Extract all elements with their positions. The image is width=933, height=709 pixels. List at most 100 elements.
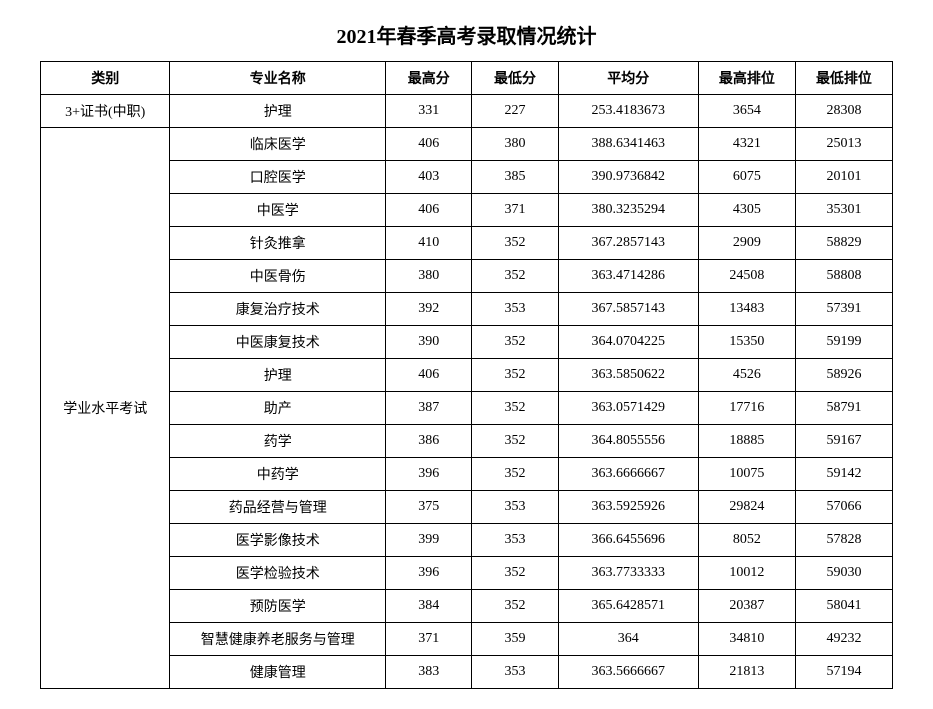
high-score-cell: 406 (386, 194, 472, 227)
low-rank-cell: 20101 (795, 161, 892, 194)
header-category: 类别 (41, 62, 170, 95)
high-rank-cell: 24508 (698, 260, 795, 293)
low-rank-cell: 57391 (795, 293, 892, 326)
header-low-rank: 最低排位 (795, 62, 892, 95)
high-score-cell: 387 (386, 392, 472, 425)
low-rank-cell: 57828 (795, 524, 892, 557)
header-high-rank: 最高排位 (698, 62, 795, 95)
page-title: 2021年春季高考录取情况统计 (40, 20, 893, 49)
low-score-cell: 352 (472, 392, 558, 425)
avg-score-cell: 367.5857143 (558, 293, 698, 326)
high-rank-cell: 17716 (698, 392, 795, 425)
high-rank-cell: 8052 (698, 524, 795, 557)
high-score-cell: 375 (386, 491, 472, 524)
category-cell: 3+证书(中职) (41, 95, 170, 128)
low-rank-cell: 57066 (795, 491, 892, 524)
high-rank-cell: 29824 (698, 491, 795, 524)
low-rank-cell: 58808 (795, 260, 892, 293)
major-cell: 医学检验技术 (170, 557, 386, 590)
high-rank-cell: 4526 (698, 359, 795, 392)
high-score-cell: 371 (386, 623, 472, 656)
low-rank-cell: 57194 (795, 656, 892, 689)
major-cell: 康复治疗技术 (170, 293, 386, 326)
high-score-cell: 392 (386, 293, 472, 326)
high-rank-cell: 2909 (698, 227, 795, 260)
low-score-cell: 380 (472, 128, 558, 161)
low-rank-cell: 28308 (795, 95, 892, 128)
high-rank-cell: 6075 (698, 161, 795, 194)
avg-score-cell: 363.7733333 (558, 557, 698, 590)
high-score-cell: 403 (386, 161, 472, 194)
avg-score-cell: 253.4183673 (558, 95, 698, 128)
high-score-cell: 396 (386, 557, 472, 590)
avg-score-cell: 364.8055556 (558, 425, 698, 458)
table-body: 3+证书(中职)护理331227253.4183673365428308学业水平… (41, 95, 893, 689)
high-score-cell: 383 (386, 656, 472, 689)
header-avg-score: 平均分 (558, 62, 698, 95)
low-rank-cell: 58926 (795, 359, 892, 392)
avg-score-cell: 364.0704225 (558, 326, 698, 359)
major-cell: 针灸推拿 (170, 227, 386, 260)
admission-table: 类别 专业名称 最高分 最低分 平均分 最高排位 最低排位 3+证书(中职)护理… (40, 61, 893, 689)
low-score-cell: 352 (472, 557, 558, 590)
avg-score-cell: 363.6666667 (558, 458, 698, 491)
low-score-cell: 371 (472, 194, 558, 227)
high-score-cell: 410 (386, 227, 472, 260)
major-cell: 临床医学 (170, 128, 386, 161)
header-major: 专业名称 (170, 62, 386, 95)
high-rank-cell: 20387 (698, 590, 795, 623)
high-score-cell: 386 (386, 425, 472, 458)
high-rank-cell: 10012 (698, 557, 795, 590)
high-rank-cell: 4305 (698, 194, 795, 227)
low-score-cell: 359 (472, 623, 558, 656)
header-low-score: 最低分 (472, 62, 558, 95)
low-score-cell: 353 (472, 293, 558, 326)
low-rank-cell: 58829 (795, 227, 892, 260)
major-cell: 医学影像技术 (170, 524, 386, 557)
low-score-cell: 352 (472, 359, 558, 392)
avg-score-cell: 363.5666667 (558, 656, 698, 689)
avg-score-cell: 365.6428571 (558, 590, 698, 623)
high-score-cell: 384 (386, 590, 472, 623)
high-score-cell: 380 (386, 260, 472, 293)
low-rank-cell: 59142 (795, 458, 892, 491)
high-rank-cell: 15350 (698, 326, 795, 359)
low-score-cell: 352 (472, 227, 558, 260)
high-rank-cell: 21813 (698, 656, 795, 689)
low-score-cell: 353 (472, 491, 558, 524)
major-cell: 中医学 (170, 194, 386, 227)
major-cell: 中医骨伤 (170, 260, 386, 293)
high-rank-cell: 4321 (698, 128, 795, 161)
low-rank-cell: 58041 (795, 590, 892, 623)
major-cell: 药学 (170, 425, 386, 458)
major-cell: 健康管理 (170, 656, 386, 689)
major-cell: 助产 (170, 392, 386, 425)
avg-score-cell: 363.5850622 (558, 359, 698, 392)
high-score-cell: 406 (386, 128, 472, 161)
avg-score-cell: 363.4714286 (558, 260, 698, 293)
high-score-cell: 331 (386, 95, 472, 128)
high-rank-cell: 3654 (698, 95, 795, 128)
high-rank-cell: 34810 (698, 623, 795, 656)
high-score-cell: 406 (386, 359, 472, 392)
low-score-cell: 385 (472, 161, 558, 194)
major-cell: 预防医学 (170, 590, 386, 623)
low-rank-cell: 35301 (795, 194, 892, 227)
major-cell: 口腔医学 (170, 161, 386, 194)
low-score-cell: 353 (472, 524, 558, 557)
low-rank-cell: 59167 (795, 425, 892, 458)
table-row: 3+证书(中职)护理331227253.4183673365428308 (41, 95, 893, 128)
avg-score-cell: 367.2857143 (558, 227, 698, 260)
high-rank-cell: 10075 (698, 458, 795, 491)
high-score-cell: 396 (386, 458, 472, 491)
low-score-cell: 353 (472, 656, 558, 689)
category-cell: 学业水平考试 (41, 128, 170, 689)
avg-score-cell: 364 (558, 623, 698, 656)
high-score-cell: 399 (386, 524, 472, 557)
high-rank-cell: 18885 (698, 425, 795, 458)
major-cell: 中医康复技术 (170, 326, 386, 359)
major-cell: 中药学 (170, 458, 386, 491)
major-cell: 智慧健康养老服务与管理 (170, 623, 386, 656)
table-row: 学业水平考试临床医学406380388.6341463432125013 (41, 128, 893, 161)
low-rank-cell: 25013 (795, 128, 892, 161)
